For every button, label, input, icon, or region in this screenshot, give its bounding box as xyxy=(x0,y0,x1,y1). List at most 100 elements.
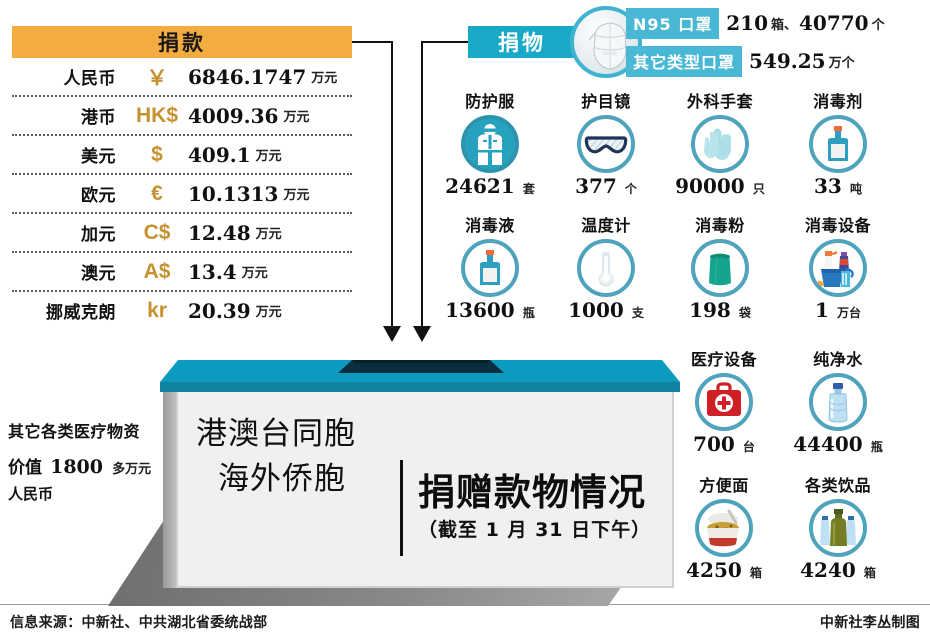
supply-value-group: 1 万台 xyxy=(790,300,886,320)
thermometer-icon xyxy=(577,239,635,297)
cleaning-equipment-icon xyxy=(809,239,867,297)
currency-name: 澳元 xyxy=(81,264,116,284)
supply-value: 700 xyxy=(693,432,735,456)
currency-amount: 409.1 xyxy=(188,142,251,167)
table-row: 加元 C$ 12.48 万元 xyxy=(12,214,352,253)
currency-table: 人民币 ￥ 6846.1747 万元 港币 HK$ 4009.36 万元 美元 … xyxy=(12,58,352,329)
supply-value: 24621 xyxy=(445,174,515,198)
n95-boxes-value: 210 xyxy=(726,11,768,35)
other-supplies-amount: 1800 xyxy=(50,456,103,478)
supply-label: 医疗设备 xyxy=(690,350,757,369)
supply-value: 13600 xyxy=(445,298,515,322)
table-row: 人民币 ￥ 6846.1747 万元 xyxy=(12,58,352,97)
table-row: 挪威克朗 kr 20.39 万元 xyxy=(12,292,352,329)
supply-unit: 只 xyxy=(752,182,765,196)
supply-item: 护目镜 377 个 xyxy=(558,92,654,198)
other-supplies-prefix: 价值 xyxy=(8,458,42,478)
table-row: 港币 HK$ 4009.36 万元 xyxy=(12,97,352,136)
n95-boxes-unit: 箱、 xyxy=(770,17,797,33)
supply-value: 1 xyxy=(814,298,829,322)
currency-symbol: C$ xyxy=(143,220,171,244)
supply-item: 消毒剂 33 吨 xyxy=(790,94,886,196)
supply-item: 消毒液 13600 瓶 xyxy=(442,218,538,322)
supply-value-group: 4250 箱 xyxy=(676,560,772,580)
table-row: 美元 $ 409.1 万元 xyxy=(12,136,352,175)
disinfectant-powder-icon xyxy=(691,239,749,297)
currency-unit: 万元 xyxy=(283,188,310,203)
supply-unit: 瓶 xyxy=(870,440,883,454)
supply-unit: 瓶 xyxy=(522,306,535,320)
box-heading-group: 港澳台同胞 海外侨胞 xyxy=(196,408,666,498)
other-supplies-label: 其它各类医疗物资 xyxy=(8,422,141,441)
table-row: 欧元 € 10.1313 万元 xyxy=(12,175,352,214)
donation-box-body xyxy=(176,390,674,588)
supply-item: 各类饮品 4240 箱 xyxy=(790,476,886,581)
supply-item: 消毒设备 1 万台 xyxy=(790,218,886,321)
page-title: 捐赠款物情况 xyxy=(418,471,646,514)
supply-label: 消毒粉 xyxy=(695,216,745,235)
medical-kit-icon xyxy=(695,373,753,431)
supply-item: 外科手套 90000 只 xyxy=(672,92,768,197)
supply-value: 1000 xyxy=(568,298,624,322)
supply-value: 198 xyxy=(689,298,731,322)
supply-value: 44400 xyxy=(793,432,863,456)
donations-header-label: 捐款 xyxy=(158,31,206,55)
protective-suit-icon xyxy=(461,115,519,173)
currency-unit: 万元 xyxy=(255,149,282,164)
supply-item: 防护服 24621 套 xyxy=(442,92,538,197)
supply-item: 温度计 1000 支 xyxy=(558,218,654,322)
title-divider xyxy=(400,460,403,556)
currency-symbol: kr xyxy=(147,298,167,322)
currency-name: 人民币 xyxy=(63,69,116,89)
box-line2: 海外侨胞 xyxy=(218,461,346,497)
table-row: 澳元 A$ 13.4 万元 xyxy=(12,253,352,292)
supply-value-group: 700 台 xyxy=(676,434,772,454)
currency-unit: 万元 xyxy=(255,227,282,242)
disinfectant-liquid-icon xyxy=(461,239,519,297)
instant-noodles-icon xyxy=(695,499,753,557)
supply-label: 各类饮品 xyxy=(804,476,871,495)
supply-value: 4250 xyxy=(686,558,742,582)
supply-unit: 箱 xyxy=(749,566,762,580)
currency-name: 欧元 xyxy=(81,186,116,206)
supplies-header-label: 捐物 xyxy=(498,31,546,55)
supply-unit: 个 xyxy=(624,182,637,196)
supplies-header: 捐物 xyxy=(468,26,576,58)
credit-text: 中新社李丛制图 xyxy=(819,615,920,631)
supply-label: 护目镜 xyxy=(581,92,631,111)
other-mask-value: 549.25 xyxy=(749,49,826,73)
currency-unit: 万元 xyxy=(283,110,310,125)
supply-value-group: 4240 箱 xyxy=(790,560,886,580)
donations-panel: 捐款 人民币 ￥ 6846.1747 万元 港币 HK$ 4009.36 万元 … xyxy=(12,26,352,329)
page-subtitle: （截至 1 月 31 日下午） xyxy=(418,519,652,541)
supply-value-group: 33 吨 xyxy=(790,176,886,196)
currency-amount: 10.1313 xyxy=(188,181,279,206)
supply-value-group: 90000 只 xyxy=(672,176,768,196)
supply-value: 377 xyxy=(575,174,617,198)
supply-label: 消毒剂 xyxy=(813,92,863,111)
supply-unit: 万台 xyxy=(837,306,862,320)
supply-label: 防护服 xyxy=(465,92,515,111)
currency-amount: 20.39 xyxy=(188,298,251,323)
supply-value-group: 44400 瓶 xyxy=(790,434,886,454)
supply-value: 33 xyxy=(814,174,842,198)
currency-symbol: $ xyxy=(151,142,163,166)
supply-label: 方便面 xyxy=(699,476,749,495)
beverages-icon xyxy=(809,499,867,557)
currency-unit: 万元 xyxy=(311,71,338,86)
supply-item: 医疗设备 700 台 xyxy=(676,350,772,455)
source-text: 信息来源：中新社、中共湖北省委统战部 xyxy=(10,615,268,631)
currency-name: 港币 xyxy=(81,108,116,128)
other-supplies-suffix: 多万元 xyxy=(112,462,152,477)
currency-symbol: ￥ xyxy=(146,66,168,90)
currency-unit: 万元 xyxy=(241,266,268,281)
supply-value: 90000 xyxy=(675,174,745,198)
other-mask-row: 其它类型口罩 549.25 万个 xyxy=(626,45,855,77)
supply-unit: 台 xyxy=(742,440,755,454)
supply-value-group: 24621 套 xyxy=(442,176,538,196)
currency-amount: 13.4 xyxy=(188,259,237,284)
other-supplies-note: 其它各类医疗物资 价值 1800 多万元 人民币 xyxy=(8,418,168,504)
supply-label: 外科手套 xyxy=(686,92,753,111)
box-left-edge xyxy=(163,378,179,588)
